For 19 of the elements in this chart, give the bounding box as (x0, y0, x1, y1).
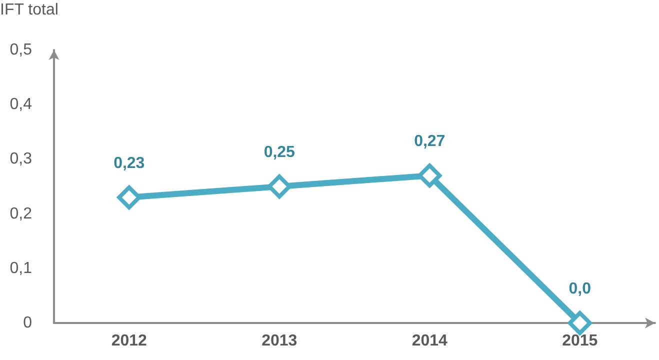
x-tick-label: 2014 (412, 332, 448, 350)
y-tick-label: 0,2 (10, 205, 32, 222)
y-axis-title: IFT total (0, 2, 58, 18)
y-tick-label: 0,5 (10, 42, 32, 58)
x-tick-label: 2015 (562, 332, 598, 350)
data-label: 0,0 (568, 280, 592, 298)
y-tick-label: 0,4 (10, 96, 32, 114)
x-tick-label: 2013 (262, 332, 298, 350)
point (267, 174, 292, 198)
point (117, 185, 142, 210)
y-tick-label: 0,1 (10, 260, 32, 277)
point (418, 164, 442, 188)
y-tick-label: 0,3 (10, 150, 32, 168)
data-label: 0,25 (264, 144, 296, 161)
point (568, 311, 592, 335)
y-tick-label: 0 (23, 314, 32, 332)
data-label: 0,27 (414, 133, 446, 150)
x-tick-label: 2012 (111, 332, 148, 350)
data-label: 0,23 (114, 154, 145, 172)
